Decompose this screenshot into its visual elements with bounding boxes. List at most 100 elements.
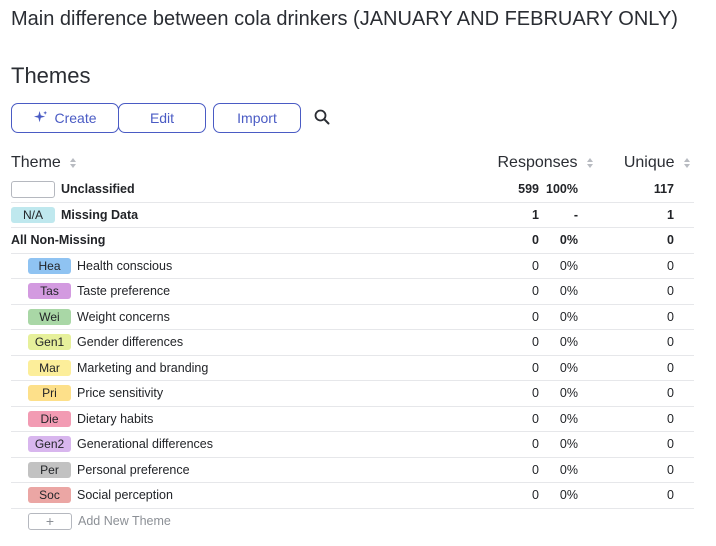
percent-cell: 0% xyxy=(559,284,578,298)
theme-name-cell: Gen2 Generational differences xyxy=(28,432,213,457)
sparkle-icon xyxy=(34,110,48,123)
unique-cell: 0 xyxy=(667,437,674,451)
theme-name-cell: Tas Taste preference xyxy=(28,279,170,304)
theme-name-cell: N/A Missing Data xyxy=(11,203,138,228)
theme-label: All Non-Missing xyxy=(11,233,106,247)
theme-row[interactable]: Per Personal preference 0 0% 0 xyxy=(11,458,694,483)
theme-row[interactable]: Die Dietary habits 0 0% 0 xyxy=(11,407,694,432)
theme-name-cell: Unclassified xyxy=(11,177,135,202)
theme-row[interactable]: Soc Social perception 0 0% 0 xyxy=(11,483,694,509)
edit-button[interactable]: Edit xyxy=(118,103,206,133)
theme-tag: Gen2 xyxy=(28,436,71,453)
percent-cell: 0% xyxy=(559,437,578,451)
theme-tag: N/A xyxy=(11,206,55,223)
theme-label: Gender differences xyxy=(77,335,184,349)
search-icon[interactable] xyxy=(313,108,331,126)
unique-cell: 0 xyxy=(667,411,674,426)
themes-table: Unclassified 599 100% 117 N/A Missing Da… xyxy=(11,177,694,533)
theme-label: Generational differences xyxy=(77,437,213,451)
theme-label: Weight concerns xyxy=(77,309,170,324)
theme-tag: Per xyxy=(28,461,71,478)
theme-name-cell: Hea Health conscious xyxy=(28,254,172,279)
all-non-missing-row[interactable]: All Non-Missing 0 0% 0 xyxy=(11,228,694,254)
page-title: Main difference between cola drinkers (J… xyxy=(11,8,678,30)
percent-cell: 0% xyxy=(559,233,578,247)
theme-row[interactable]: Mar Marketing and branding 0 0% 0 xyxy=(11,356,694,381)
add-theme-label[interactable]: Add New Theme xyxy=(78,513,171,528)
responses-header-label: Responses xyxy=(497,154,578,171)
create-button[interactable]: Create xyxy=(11,103,119,133)
percent-cell: 0% xyxy=(559,309,578,324)
unique-cell: 0 xyxy=(667,386,674,400)
theme-row[interactable]: Gen1 Gender differences 0 0% 0 xyxy=(11,330,694,356)
unique-cell: 0 xyxy=(667,462,674,477)
theme-label: Taste preference xyxy=(77,284,171,298)
create-button-label: Create xyxy=(54,110,97,126)
responses-cell: 0 xyxy=(532,488,539,502)
themes-heading: Themes xyxy=(11,63,91,88)
import-button[interactable]: Import xyxy=(213,103,301,133)
theme-tag: Soc xyxy=(28,487,71,504)
unique-cell: 0 xyxy=(667,258,674,273)
unique-header-label: Unique xyxy=(623,154,675,171)
theme-label: Social perception xyxy=(77,488,173,502)
theme-row[interactable]: Wei Weight concerns 0 0% 0 xyxy=(11,305,694,330)
responses-cell: 0 xyxy=(532,309,539,324)
responses-cell: 0 xyxy=(532,386,539,400)
theme-label: Unclassified xyxy=(61,182,135,196)
responses-cell: 0 xyxy=(532,360,539,375)
responses-cell: 0 xyxy=(532,437,539,451)
theme-label: Price sensitivity xyxy=(77,386,164,400)
missing-data-row[interactable]: N/A Missing Data 1 - 1 xyxy=(11,203,694,228)
edit-button-label: Edit xyxy=(149,110,175,126)
unique-cell: 117 xyxy=(653,182,674,196)
theme-tag: Die xyxy=(28,410,71,427)
responses-cell: 1 xyxy=(532,207,539,222)
import-button-label: Import xyxy=(237,110,277,126)
responses-cell: 599 xyxy=(518,182,539,196)
percent-cell: 0% xyxy=(559,386,578,400)
theme-name-cell: Soc Social perception xyxy=(28,483,173,508)
responses-cell: 0 xyxy=(532,335,539,349)
unique-cell: 0 xyxy=(667,335,674,349)
theme-label: Personal preference xyxy=(77,462,190,477)
theme-header-label: Theme xyxy=(11,154,61,171)
theme-label: Health conscious xyxy=(77,258,173,273)
responses-cell: 0 xyxy=(532,258,539,273)
responses-cell: 0 xyxy=(532,284,539,298)
theme-label: Marketing and branding xyxy=(77,360,209,375)
theme-rows: Hea Health conscious 0 0% 0 Tas Taste preferen… xyxy=(11,254,694,509)
unique-cell: 0 xyxy=(667,488,674,502)
theme-row[interactable]: Gen2 Generational differences 0 0% 0 xyxy=(11,432,694,458)
sort-icon xyxy=(70,157,77,168)
sort-icon xyxy=(587,157,593,168)
unique-cell: 0 xyxy=(667,309,674,324)
percent-cell: - xyxy=(573,207,578,222)
responses-column-header[interactable]: Responses xyxy=(498,154,595,172)
theme-row[interactable]: Hea Health conscious 0 0% 0 xyxy=(11,254,694,279)
theme-label: Dietary habits xyxy=(77,411,154,426)
unique-column-header[interactable]: Unique xyxy=(624,154,691,172)
theme-tag: Gen1 xyxy=(28,334,71,351)
add-new-theme-row: + Add New Theme xyxy=(11,509,694,534)
theme-row[interactable]: Pri Price sensitivity 0 0% 0 xyxy=(11,381,694,407)
theme-name-cell: Per Personal preference xyxy=(28,458,190,483)
responses-cell: 0 xyxy=(532,233,539,247)
responses-cell: 0 xyxy=(532,462,539,477)
unique-cell: 0 xyxy=(667,360,674,375)
unclassified-row[interactable]: Unclassified 599 100% 117 xyxy=(11,177,694,203)
theme-name-cell: Gen1 Gender differences xyxy=(28,330,183,355)
percent-cell: 0% xyxy=(559,462,578,477)
percent-cell: 0% xyxy=(559,411,578,426)
theme-column-header[interactable]: Theme xyxy=(11,154,77,172)
responses-cell: 0 xyxy=(532,411,539,426)
theme-tag: Wei xyxy=(28,308,71,325)
theme-row[interactable]: Tas Taste preference 0 0% 0 xyxy=(11,279,694,305)
theme-tag: Tas xyxy=(28,283,71,300)
theme-tag: Mar xyxy=(28,359,71,376)
percent-cell: 0% xyxy=(559,258,578,273)
percent-cell: 0% xyxy=(559,488,578,502)
theme-name-cell: Mar Marketing and branding xyxy=(28,356,208,381)
theme-tag: Hea xyxy=(28,257,71,274)
add-theme-button[interactable]: + xyxy=(28,512,72,530)
